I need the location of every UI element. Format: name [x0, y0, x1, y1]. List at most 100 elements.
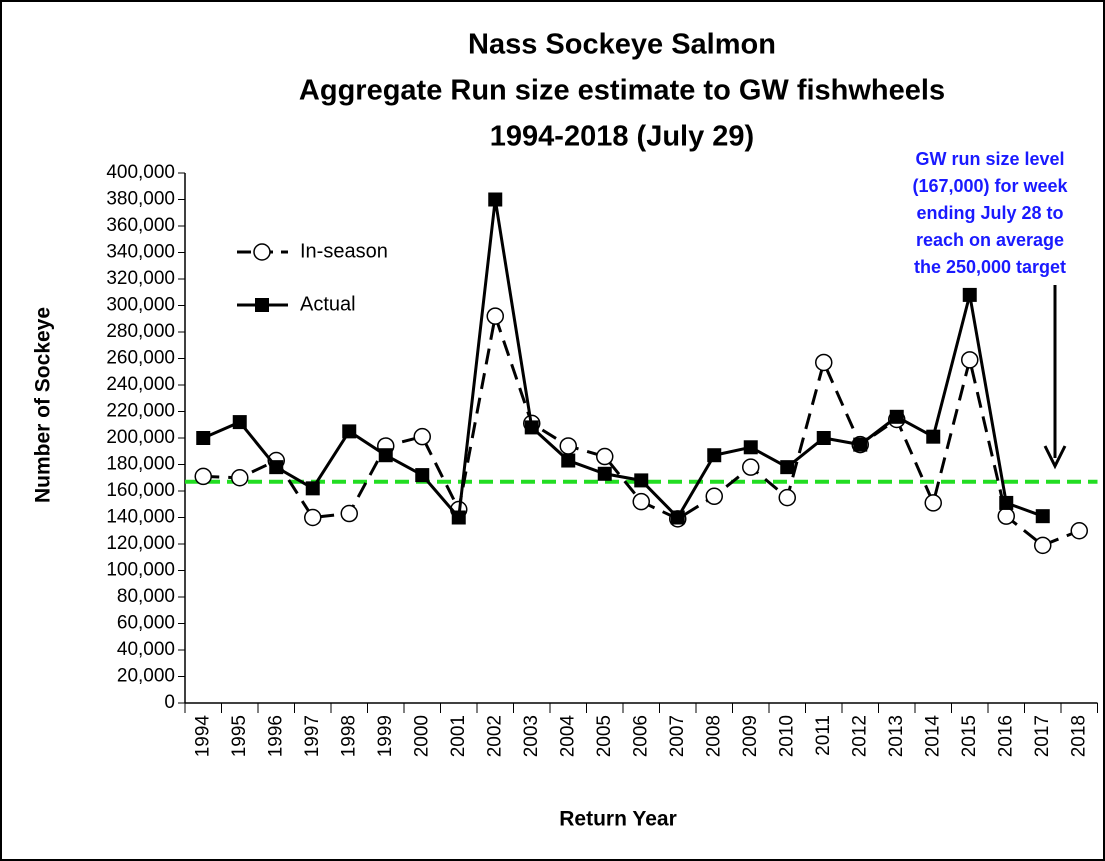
- x-tick-label: 2000: [411, 715, 432, 757]
- data-point: [596, 447, 614, 466]
- data-point: [743, 440, 758, 455]
- x-tick-label: 2004: [557, 715, 578, 758]
- data-point: [304, 508, 322, 527]
- data-point: [705, 487, 723, 506]
- y-tick-label: 340,000: [106, 242, 175, 263]
- x-tick-label: 2001: [448, 715, 469, 757]
- annotation: ending July 28 to: [916, 203, 1063, 223]
- chart-title: Nass Sockeye Salmon: [468, 29, 776, 61]
- y-tick-label: 0: [164, 692, 175, 713]
- data-point: [778, 488, 796, 507]
- x-tick-label: 1999: [375, 715, 396, 757]
- x-tick-label: 2017: [1032, 715, 1053, 757]
- data-point: [707, 448, 722, 463]
- x-tick-label: 1997: [302, 715, 323, 757]
- data-point: [780, 460, 795, 475]
- y-tick-label: 300,000: [106, 295, 175, 316]
- chart-title: 1994-2018 (July 29): [490, 121, 754, 153]
- annotation-arrowhead: [1043, 445, 1067, 470]
- data-point: [342, 424, 357, 439]
- data-point: [451, 510, 466, 525]
- y-tick-label: 260,000: [106, 348, 175, 369]
- y-tick-label: 180,000: [106, 454, 175, 475]
- y-tick-label: 160,000: [106, 480, 175, 501]
- legend-label: Actual: [300, 293, 356, 315]
- x-tick-label: 1994: [192, 715, 213, 758]
- x-tick-label: 2012: [849, 715, 870, 757]
- y-tick-label: 120,000: [106, 533, 175, 554]
- x-tick-label: 1996: [265, 715, 286, 757]
- data-point: [742, 458, 760, 476]
- data-point: [415, 468, 430, 483]
- annotation: reach on average: [916, 230, 1064, 250]
- y-tick-label: 100,000: [106, 560, 175, 581]
- data-point: [413, 427, 431, 446]
- data-point: [232, 415, 247, 430]
- data-point: [194, 467, 212, 486]
- data-point: [926, 429, 941, 444]
- data-point: [1034, 536, 1052, 555]
- data-point: [816, 431, 831, 445]
- x-tick-label: 2015: [959, 715, 980, 757]
- legend-marker: [253, 243, 271, 261]
- data-point: [196, 431, 211, 445]
- x-tick-label: 2011: [813, 715, 834, 756]
- y-tick-label: 200,000: [106, 427, 175, 448]
- data-point: [378, 448, 393, 463]
- data-point: [231, 469, 249, 487]
- data-point: [269, 460, 284, 475]
- data-point: [486, 307, 504, 325]
- y-tick-label: 220,000: [106, 401, 175, 422]
- data-point: [889, 409, 904, 424]
- y-tick-label: 400,000: [106, 162, 175, 183]
- data-point: [524, 420, 539, 435]
- x-tick-label: 2018: [1068, 715, 1089, 757]
- data-point: [634, 473, 649, 488]
- y-tick-label: 360,000: [106, 215, 175, 236]
- y-tick-label: 40,000: [117, 639, 175, 660]
- data-point: [924, 494, 942, 512]
- legend-label: In-season: [300, 240, 388, 262]
- x-tick-label: 2006: [630, 715, 651, 757]
- data-point: [305, 481, 320, 496]
- data-point: [815, 353, 833, 372]
- data-point: [670, 510, 685, 525]
- x-tick-label: 2002: [484, 715, 505, 757]
- x-tick-label: 2014: [922, 715, 943, 758]
- data-point: [962, 287, 977, 302]
- annotation: the 250,000 target: [914, 257, 1066, 277]
- data-point: [559, 437, 577, 455]
- data-point: [488, 192, 503, 207]
- data-point: [1035, 509, 1050, 524]
- x-tick-label: 2013: [886, 715, 907, 757]
- data-point: [1070, 522, 1088, 540]
- annotation: (167,000) for week: [912, 176, 1068, 196]
- data-point: [997, 507, 1015, 525]
- data-point: [961, 351, 979, 369]
- y-tick-label: 80,000: [117, 586, 175, 607]
- data-point: [597, 466, 612, 481]
- y-tick-label: 320,000: [106, 268, 175, 289]
- chart-title: Aggregate Run size estimate to GW fishwh…: [299, 75, 945, 107]
- x-tick-label: 2008: [703, 715, 724, 757]
- x-tick-label: 1998: [338, 715, 359, 757]
- data-point: [853, 437, 868, 452]
- y-tick-label: 140,000: [106, 507, 175, 528]
- y-tick-label: 280,000: [106, 321, 175, 342]
- y-axis-title: Number of Sockeye: [32, 307, 55, 503]
- x-tick-label: 1995: [229, 715, 250, 757]
- y-tick-label: 20,000: [117, 666, 175, 687]
- x-tick-label: 2009: [740, 715, 761, 757]
- annotation: GW run size level: [915, 149, 1064, 169]
- y-tick-label: 60,000: [117, 613, 175, 634]
- x-tick-label: 2003: [521, 715, 542, 757]
- data-point: [999, 495, 1014, 510]
- x-axis-title: Return Year: [559, 808, 677, 831]
- data-point: [632, 492, 650, 511]
- data-point: [561, 453, 576, 468]
- x-tick-label: 2007: [667, 715, 688, 757]
- data-point: [340, 504, 358, 523]
- x-tick-label: 2016: [995, 715, 1016, 757]
- y-tick-label: 240,000: [106, 374, 175, 395]
